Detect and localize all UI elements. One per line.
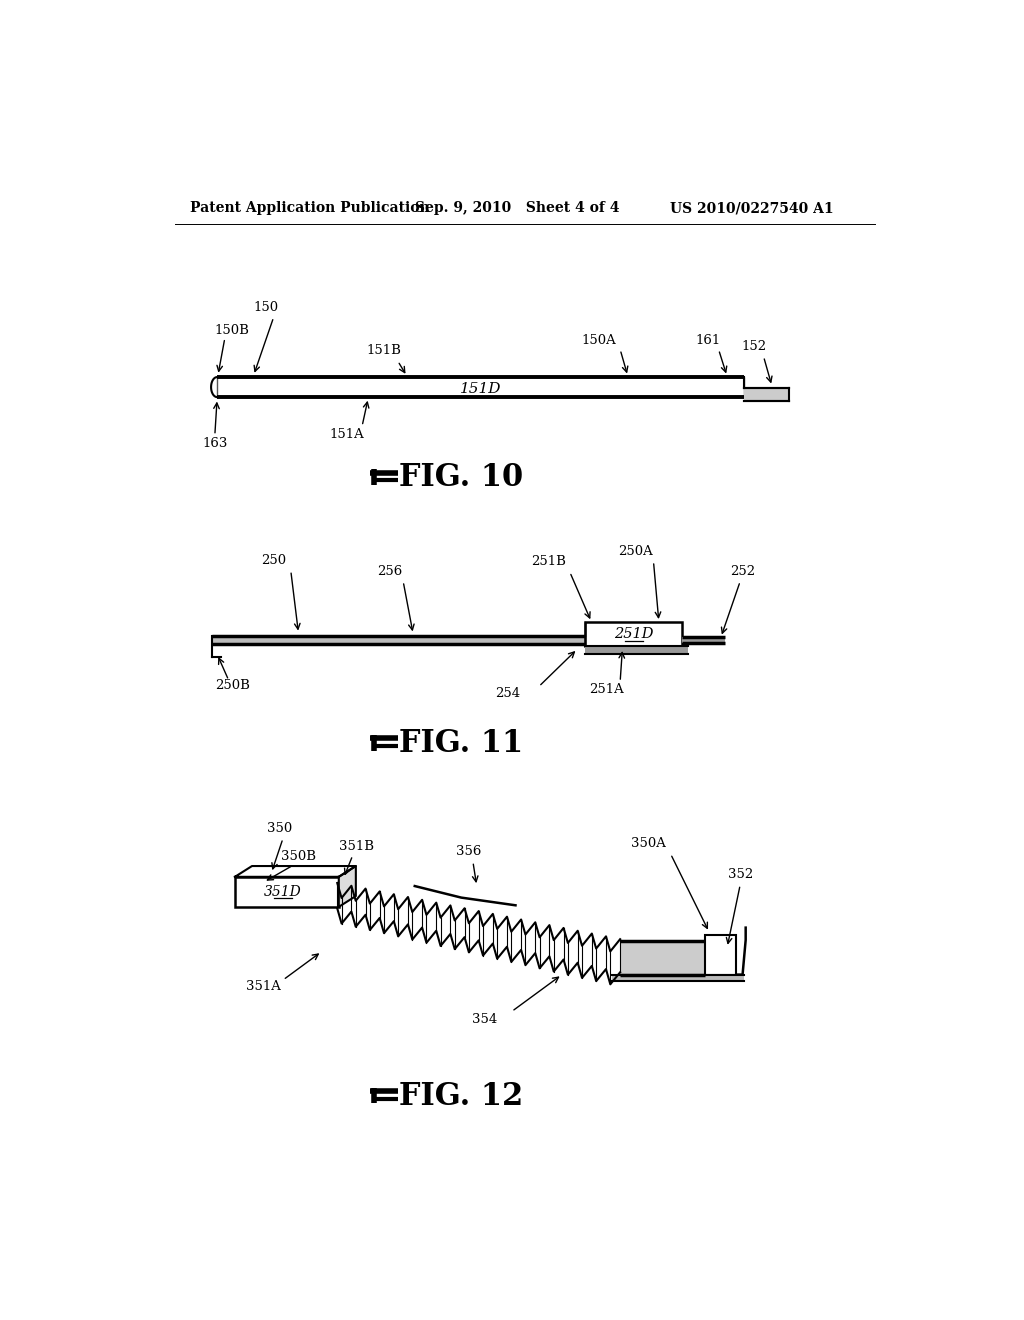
Text: 350: 350 [266, 822, 292, 834]
Text: 252: 252 [730, 565, 755, 578]
Bar [234, 876, 339, 907]
Bar [682, 636, 725, 643]
Text: 256: 256 [377, 565, 402, 578]
Text: 151B: 151B [367, 345, 401, 358]
Bar [586, 622, 682, 645]
Text: FIG. 10: FIG. 10 [399, 462, 523, 494]
Text: 150: 150 [253, 301, 279, 314]
Text: FIG. 12: FIG. 12 [399, 1081, 523, 1111]
Text: 352: 352 [728, 869, 753, 880]
Text: 351B: 351B [339, 840, 374, 853]
Text: 250: 250 [261, 554, 287, 566]
Text: 350B: 350B [281, 850, 316, 863]
Text: 351A: 351A [246, 979, 281, 993]
Text: 356: 356 [457, 845, 481, 858]
Text: Sep. 9, 2010   Sheet 4 of 4: Sep. 9, 2010 Sheet 4 of 4 [415, 202, 620, 215]
Bar [217, 378, 744, 397]
Text: 161: 161 [695, 334, 720, 347]
Text: 151D: 151D [460, 381, 502, 396]
Text: 150A: 150A [581, 334, 615, 347]
Text: 251B: 251B [531, 556, 566, 569]
Polygon shape [339, 866, 356, 907]
Text: 163: 163 [202, 437, 227, 450]
Bar [612, 974, 744, 981]
Text: 250A: 250A [618, 545, 653, 557]
Text: 150B: 150B [215, 325, 250, 338]
Text: Patent Application Publication: Patent Application Publication [190, 202, 430, 215]
Bar [744, 388, 790, 401]
Bar [212, 636, 586, 644]
Bar [621, 941, 706, 974]
Text: 254: 254 [496, 686, 520, 700]
Text: 251D: 251D [614, 627, 653, 642]
Text: 251A: 251A [590, 684, 625, 696]
Text: 350A: 350A [632, 837, 667, 850]
Bar [586, 645, 688, 653]
Bar [706, 936, 736, 974]
Text: 250B: 250B [216, 680, 251, 693]
Text: FIG. 11: FIG. 11 [399, 729, 523, 759]
Text: US 2010/0227540 A1: US 2010/0227540 A1 [671, 202, 835, 215]
Text: 351D: 351D [264, 884, 302, 899]
Text: 354: 354 [472, 1012, 497, 1026]
Text: 152: 152 [741, 339, 767, 352]
Text: 151A: 151A [329, 428, 364, 441]
Polygon shape [234, 866, 356, 876]
